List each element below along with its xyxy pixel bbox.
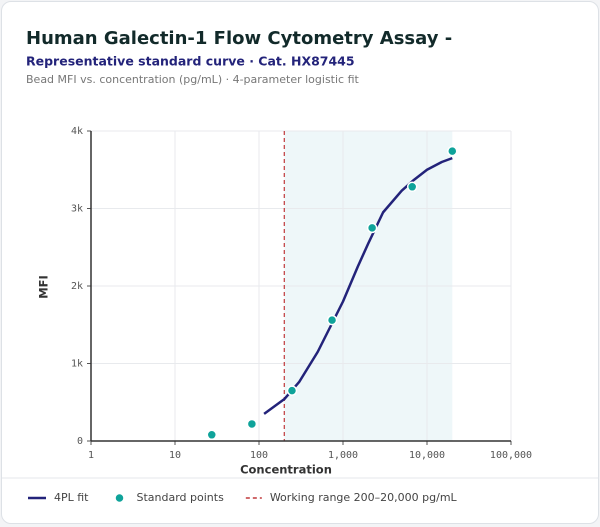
data-point — [366, 222, 378, 234]
x-tick-label: 100 — [250, 450, 268, 461]
x-tick-label: 100,000 — [490, 450, 532, 461]
x-tick-label: 10 — [169, 450, 181, 461]
data-point — [406, 181, 418, 193]
data-point — [286, 385, 298, 396]
y-tick-label: 1k — [71, 359, 83, 370]
legend-label: Standard points — [137, 491, 225, 504]
fit-line — [263, 156, 453, 415]
y-axis-label: MFI — [37, 275, 51, 299]
legend-swatch — [114, 492, 125, 504]
x-tick-label: 10,000 — [409, 450, 445, 461]
chart-description: Bead MFI vs. concentration (pg/mL) · 4-p… — [26, 73, 360, 86]
data-point — [206, 429, 218, 441]
chart-title: Human Galectin-1 Flow Cytometry Assay - — [26, 28, 452, 49]
data-point — [326, 314, 338, 326]
y-tick-label: 2k — [71, 281, 83, 292]
y-tick-label: 4k — [71, 126, 83, 137]
y-tick-label: 3k — [71, 204, 83, 215]
x-tick-label: 1,000 — [328, 450, 358, 461]
legend-label: 4PL fit — [54, 491, 89, 504]
legend-label: Working range 200–20,000 pg/mL — [270, 491, 458, 504]
y-tick-label: 0 — [77, 436, 83, 447]
x-tick-label: 1 — [88, 450, 94, 461]
data-point — [447, 145, 458, 157]
chart-subtitle: Representative standard curve · Cat. HX8… — [26, 54, 355, 69]
data-point — [246, 418, 258, 430]
x-axis-label: Concentration — [240, 463, 332, 477]
